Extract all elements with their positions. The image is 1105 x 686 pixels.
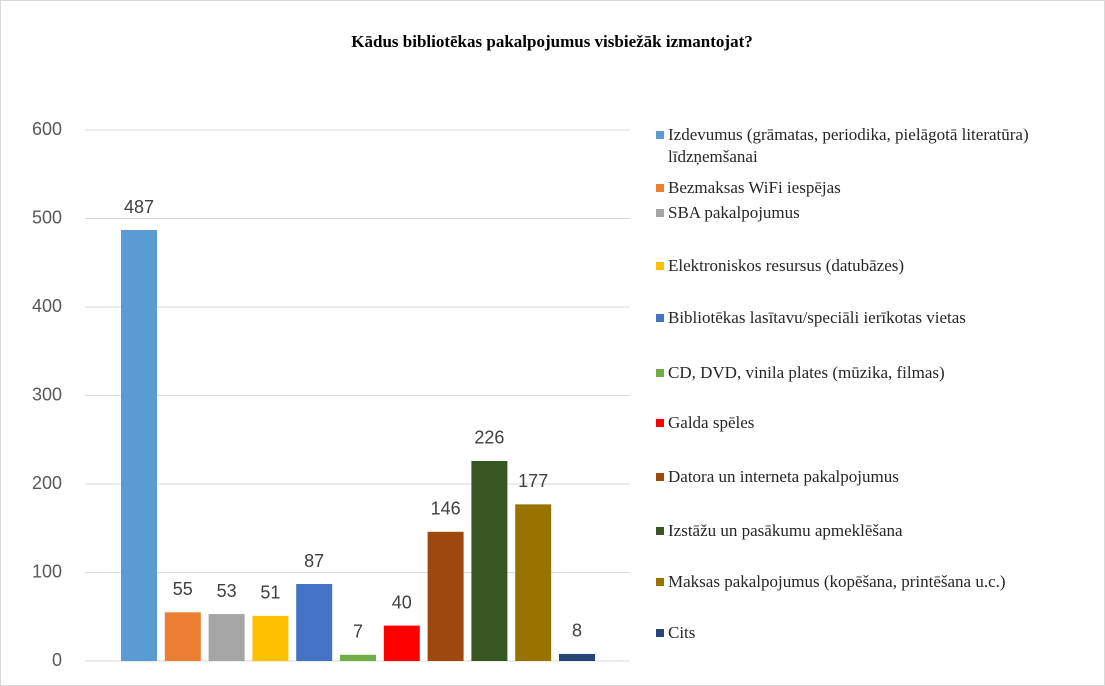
legend-swatch	[656, 629, 664, 637]
bar	[383, 625, 420, 661]
value-label: 146	[431, 499, 461, 519]
legend-label: Bibliotēkas lasītavu/speciāli ierīkotas …	[668, 308, 966, 327]
legend-swatch	[656, 209, 664, 217]
legend-label: Galda spēles	[668, 413, 755, 432]
legend-swatch	[656, 314, 664, 322]
y-tick-label: 600	[32, 119, 62, 139]
value-label: 51	[260, 583, 280, 603]
value-label: 40	[392, 592, 412, 612]
chart-title: Kādus bibliotēkas pakalpojumus visbiežāk…	[351, 32, 752, 51]
legend-label: Maksas pakalpojumus (kopēšana, printēšan…	[668, 572, 1006, 591]
legend-item: CD, DVD, vinila plates (mūzika, filmas)	[656, 362, 1096, 384]
legend-label: Izdevumus (grāmatas, periodika, pielāgot…	[668, 125, 1029, 166]
value-label: 226	[474, 428, 504, 448]
legend-swatch	[656, 527, 664, 535]
legend-item: Cits	[656, 622, 1096, 644]
bar	[559, 653, 595, 661]
legend-item: Izdevumus (grāmatas, periodika, pielāgot…	[656, 124, 1096, 168]
legend-swatch	[656, 131, 664, 139]
value-label: 8	[572, 621, 582, 641]
value-label: 53	[217, 581, 237, 601]
legend-item: Datora un interneta pakalpojumus	[656, 466, 1096, 488]
legend-label: Bezmaksas WiFi iespējas	[668, 178, 841, 197]
legend-label: SBA pakalpojumus	[668, 203, 800, 222]
bar	[427, 531, 464, 661]
bar	[296, 584, 333, 661]
legend-swatch	[656, 262, 664, 270]
y-tick-label: 0	[52, 650, 62, 670]
legend-item: Elektroniskos resursus (datubāzes)	[656, 255, 1096, 277]
legend-item: SBA pakalpojumus	[656, 202, 1096, 224]
y-tick-label: 300	[32, 384, 62, 404]
y-tick-label: 100	[32, 561, 62, 581]
bar	[340, 654, 376, 661]
legend-item: Maksas pakalpojumus (kopēšana, printēšan…	[656, 571, 1096, 593]
legend-swatch	[656, 419, 664, 427]
legend-swatch	[656, 473, 664, 481]
legend-item: Bibliotēkas lasītavu/speciāli ierīkotas …	[656, 307, 1096, 329]
bar	[121, 230, 157, 661]
legend-item: Izstāžu un pasākumu apmeklēšana	[656, 520, 1096, 542]
legend-swatch	[656, 578, 664, 586]
legend-item: Galda spēles	[656, 412, 1096, 434]
value-label: 7	[353, 622, 363, 642]
bar	[164, 612, 201, 661]
legend-swatch	[656, 369, 664, 377]
legend-label: Izstāžu un pasākumu apmeklēšana	[668, 521, 903, 540]
legend-label: Elektroniskos resursus (datubāzes)	[668, 256, 905, 275]
y-tick-label: 200	[32, 473, 62, 493]
legend-item: Bezmaksas WiFi iespējas	[656, 177, 1096, 199]
value-label: 177	[518, 471, 548, 491]
legend-label: CD, DVD, vinila plates (mūzika, filmas)	[668, 363, 945, 382]
bar	[252, 615, 289, 661]
legend-label: Datora un interneta pakalpojumus	[668, 467, 899, 486]
bar	[471, 460, 508, 661]
bar	[515, 504, 552, 661]
legend-label: Cits	[668, 623, 696, 642]
y-tick-label: 500	[32, 207, 62, 227]
legend-swatch	[656, 184, 664, 192]
y-tick-label: 400	[32, 296, 62, 316]
value-label: 55	[173, 579, 193, 599]
value-label: 87	[304, 551, 324, 571]
value-label: 487	[124, 197, 154, 217]
bar	[208, 614, 245, 661]
